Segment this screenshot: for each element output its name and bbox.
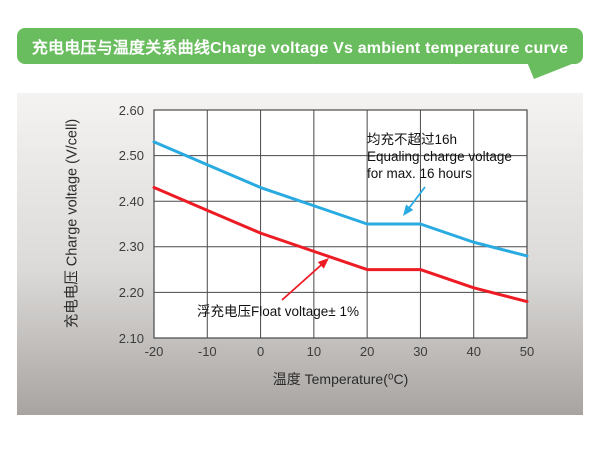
series-line-float-voltage <box>152 186 529 304</box>
annotation-equalize-charge-note: 均充不超过16h Equaling charge voltage for max. … <box>367 131 512 182</box>
annotation-arrow-line-equalize-charge-note <box>407 186 426 210</box>
x-axis-title: 温度 Temperature(⁰C) <box>272 371 409 387</box>
y-tick-label: 2.30 <box>118 239 144 255</box>
plot-area <box>154 110 527 338</box>
annotation-float-voltage-note: 浮充电压Float voltage± 1% <box>197 303 359 320</box>
annotation-arrowhead-equalize-charge-note <box>403 204 414 216</box>
annotation-line: 浮充电压Float voltage± 1% <box>197 304 359 319</box>
page-title: 充电电压与温度关系曲线Charge voltage Vs ambient tem… <box>31 40 569 57</box>
annotation-arrowhead-float-voltage-note <box>317 258 329 269</box>
y-axis-title: 充电电压 Charge voltage (V/cell) <box>64 118 81 329</box>
x-tick-label: 30 <box>413 344 428 359</box>
plot-border <box>153 109 528 339</box>
x-tick-label: 50 <box>519 344 535 359</box>
x-tick-label: 0 <box>256 344 265 359</box>
y-tick-label: 2.40 <box>118 193 144 209</box>
annotation-line: for max. 16 hours <box>367 166 473 181</box>
y-tick-label: 2.20 <box>118 284 144 300</box>
annotation-line: 均充不超过16h <box>367 132 458 147</box>
y-tick-label: 2.50 <box>118 148 144 164</box>
x-tick-label: 10 <box>306 344 322 359</box>
annotation-arrow-line-float-voltage-note <box>281 263 323 301</box>
annotation-line: Equaling charge voltage <box>367 149 512 164</box>
x-tick-label: 40 <box>466 344 481 359</box>
x-tick-label: -20 <box>144 344 164 359</box>
title-banner: 充电电压与温度关系曲线Charge voltage Vs ambient tem… <box>17 28 583 64</box>
x-tick-label: 20 <box>359 344 375 359</box>
series-line-equalize-charge <box>152 140 529 258</box>
y-tick-label: 2.60 <box>118 102 144 118</box>
y-tick-label: 2.10 <box>118 330 144 346</box>
x-tick-label: -10 <box>197 344 217 359</box>
